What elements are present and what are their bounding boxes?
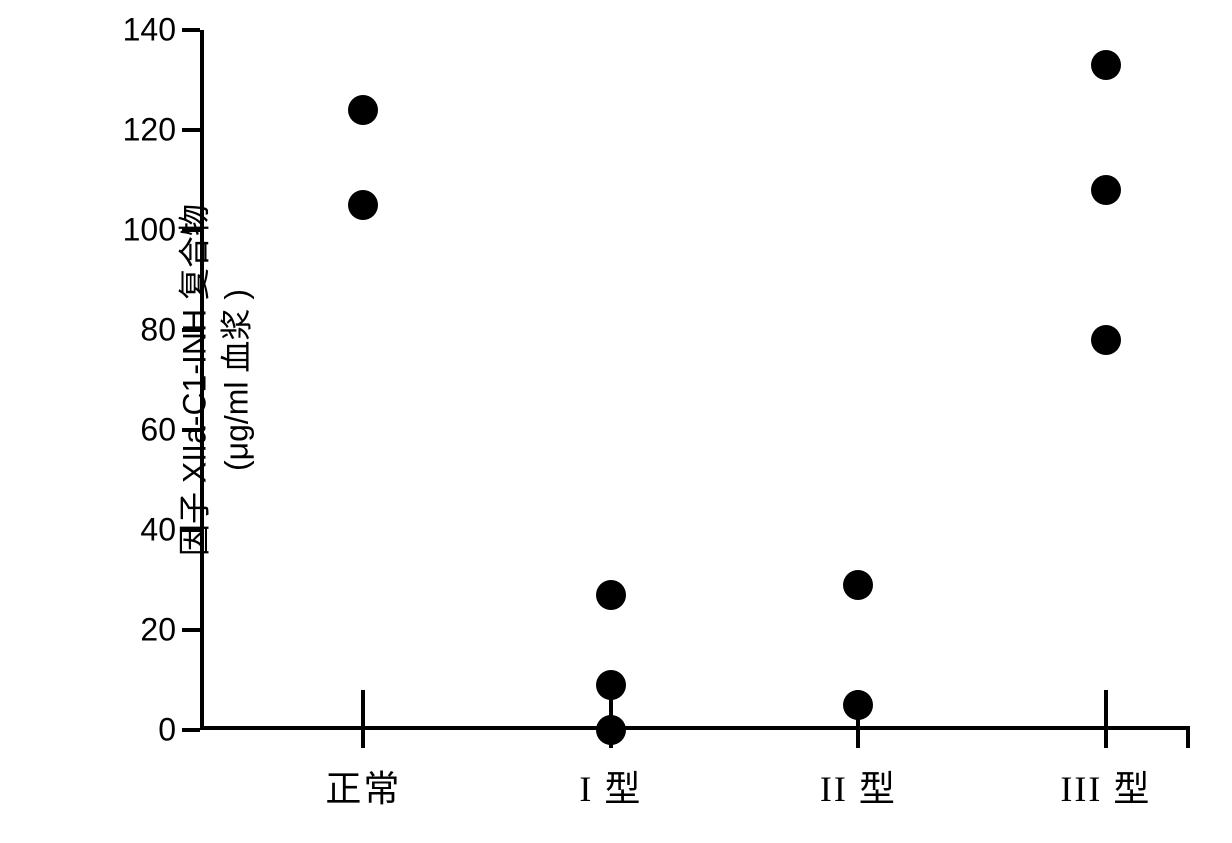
- data-point: [596, 580, 626, 610]
- data-point: [1091, 175, 1121, 205]
- x-tick-label: II 型: [820, 760, 897, 812]
- y-tick-label: 20: [140, 612, 176, 649]
- data-point: [596, 670, 626, 700]
- x-tick: [1104, 730, 1108, 748]
- data-point: [843, 690, 873, 720]
- y-tick: [182, 328, 200, 332]
- y-tick: [182, 628, 200, 632]
- x-inner-tick: [361, 690, 365, 730]
- x-tick-label: III 型: [1060, 760, 1151, 812]
- y-tick-label: 0: [158, 712, 176, 749]
- x-tick-label: I 型: [579, 760, 642, 812]
- y-tick-label: 140: [123, 12, 176, 49]
- x-tick: [1186, 730, 1190, 748]
- y-tick-label: 60: [140, 412, 176, 449]
- y-tick: [182, 228, 200, 232]
- y-tick: [182, 728, 200, 732]
- x-tick-label: 正常: [325, 760, 401, 812]
- y-axis-line: [200, 30, 204, 730]
- y-tick-label: 80: [140, 312, 176, 349]
- data-point: [1091, 50, 1121, 80]
- data-point: [348, 95, 378, 125]
- chart-container: 因子 XIIa-C1-INH 复合物 (μg/ml 血浆 ) 020406080…: [0, 0, 1232, 843]
- x-tick: [856, 730, 860, 748]
- y-tick-label: 40: [140, 512, 176, 549]
- x-inner-tick: [1104, 690, 1108, 730]
- y-tick: [182, 528, 200, 532]
- y-tick-label: 120: [123, 112, 176, 149]
- data-point: [348, 190, 378, 220]
- y-tick: [182, 128, 200, 132]
- y-tick-label: 100: [123, 212, 176, 249]
- y-tick: [182, 28, 200, 32]
- data-point: [1091, 325, 1121, 355]
- x-tick: [361, 730, 365, 748]
- plot-area: [200, 30, 1190, 730]
- data-point: [596, 715, 626, 745]
- x-axis-line: [200, 726, 1190, 730]
- data-point: [843, 570, 873, 600]
- y-tick: [182, 428, 200, 432]
